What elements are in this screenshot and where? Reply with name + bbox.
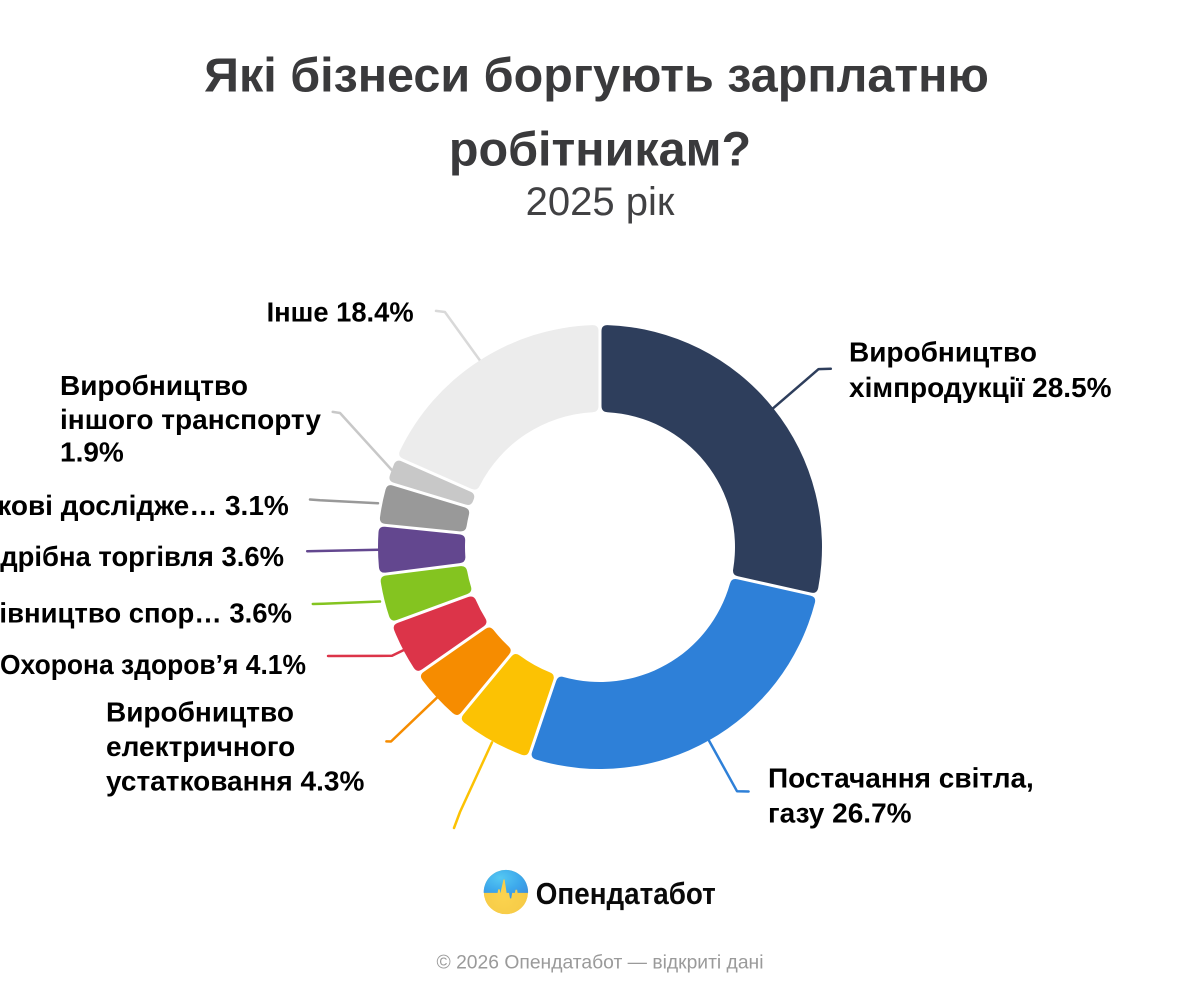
svg-text:Охорона здоров’я 4.1%: Охорона здоров’я 4.1%: [0, 649, 306, 680]
svg-text:Гуртова та дрібна торгівля 3.6: Гуртова та дрібна торгівля 3.6%: [0, 541, 284, 572]
svg-text:Виробництво: Виробництво: [106, 697, 294, 728]
svg-text:Наукові дослідже… 3.1%: Наукові дослідже… 3.1%: [0, 490, 289, 521]
svg-text:Будівництво спор… 3.6%: Будівництво спор… 3.6%: [0, 598, 292, 629]
svg-text:Інше 18.4%: Інше 18.4%: [267, 296, 414, 327]
svg-text:Виробництво: Виробництво: [60, 370, 248, 401]
svg-text:1.9%: 1.9%: [60, 437, 124, 468]
svg-text:електричного: електричного: [106, 731, 295, 762]
svg-text:Які бізнеси боргують зарплатню: Які бізнеси боргують зарплатню: [204, 48, 989, 102]
svg-text:газу 26.7%: газу 26.7%: [768, 797, 912, 828]
svg-text:устатковання 4.3%: устатковання 4.3%: [106, 766, 364, 797]
svg-text:робітникам?: робітникам?: [449, 123, 751, 177]
svg-text:2025 рік: 2025 рік: [526, 180, 675, 224]
svg-text:Постачання світла,: Постачання світла,: [768, 763, 1034, 794]
svg-text:Опендатабот: Опендатабот: [536, 876, 716, 911]
svg-text:Виробництво: Виробництво: [849, 336, 1037, 367]
svg-text:хімпродукції 28.5%: хімпродукції 28.5%: [849, 372, 1112, 403]
svg-text:© 2026 Опендатабот — відкриті: © 2026 Опендатабот — відкриті дані: [437, 952, 764, 974]
svg-text:іншого транспорту: іншого транспорту: [60, 404, 321, 435]
